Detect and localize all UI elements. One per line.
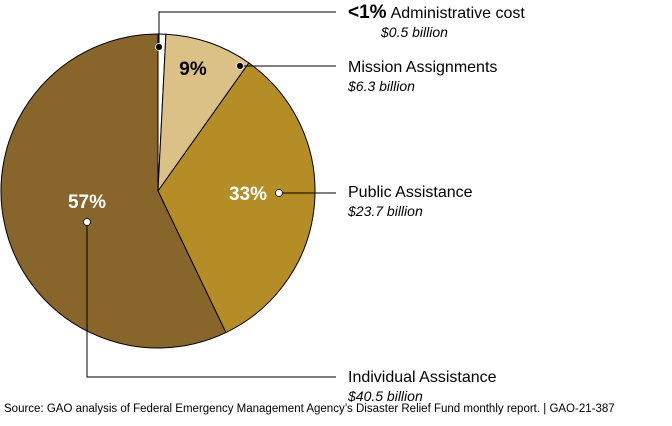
- pie-slice-individual-assistance: [0, 33, 227, 349]
- leader-lines: [83, 11, 336, 378]
- label-individual-assistance: Individual Assistance $40.5 billion: [348, 368, 497, 405]
- leader-dot-administrative-cost: [155, 43, 163, 51]
- label-public-assistance: Public Assistance $23.7 billion: [348, 183, 473, 220]
- leader-line-administrative-cost: [158, 11, 336, 47]
- leader-dot-individual-assistance: [83, 218, 91, 226]
- label-mission-assignments-name: Mission Assignments: [348, 59, 498, 76]
- label-administrative-cost-amount: $0.5 billion: [381, 24, 448, 40]
- pie-percent-label-individual-assistance: 57%: [68, 192, 106, 213]
- pie-slice-public-assistance: [157, 62, 316, 334]
- label-administrative-cost-percent: <1%: [348, 2, 387, 23]
- leader-dot-public-assistance: [275, 189, 283, 197]
- pie-percent-label-public-assistance: 33%: [229, 184, 267, 205]
- pie-slices: [0, 33, 316, 349]
- label-mission-assignments-amount: $6.3 billion: [348, 78, 415, 94]
- label-individual-assistance-amount: $40.5 billion: [348, 388, 423, 404]
- label-public-assistance-amount: $23.7 billion: [348, 203, 423, 219]
- label-administrative-cost-name: Administrative cost: [390, 5, 525, 22]
- leader-line-individual-assistance: [86, 222, 336, 378]
- label-individual-assistance-name: Individual Assistance: [348, 369, 497, 386]
- label-public-assistance-name: Public Assistance: [348, 184, 473, 201]
- source-note: Source: GAO analysis of Federal Emergenc…: [4, 403, 615, 415]
- pie-slice-mission-assignments: [157, 33, 250, 193]
- pie-percent-label-mission-assignments: 9%: [179, 59, 207, 80]
- label-administrative-cost: <1% Administrative cost: [348, 2, 525, 24]
- leader-dot-mission-assignments: [236, 62, 244, 70]
- label-mission-assignments: Mission Assignments $6.3 billion: [348, 58, 497, 95]
